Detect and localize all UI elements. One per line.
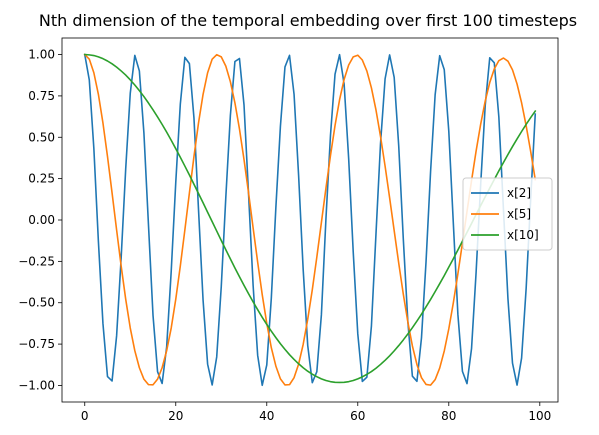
x-tick-label: 60: [350, 409, 365, 423]
legend-label-2: x[10]: [507, 228, 539, 242]
chart-title: Nth dimension of the temporal embedding …: [39, 11, 577, 30]
x-tick-label: 40: [259, 409, 274, 423]
x-tick-label: 0: [81, 409, 89, 423]
y-tick-label: −0.75: [18, 337, 55, 351]
legend-box: [462, 177, 553, 251]
legend-label-1: x[5]: [507, 207, 531, 221]
y-tick-label: 1.00: [28, 48, 55, 62]
y-tick-label: 0.50: [28, 130, 55, 144]
series-line-1: [83, 53, 537, 386]
axes: 0 20 40 60 80 100 1.00 0.75 0.50 0.25 0.00 −0.25 −0.…: [18, 37, 559, 423]
x-tick-label: 20: [168, 409, 183, 423]
y-tick-label: 0.25: [28, 172, 55, 186]
plot-area: [83, 53, 537, 387]
y-tick-label: −0.25: [18, 254, 55, 268]
y-tick-label: 0.75: [28, 89, 55, 103]
x-tick-label: 80: [441, 409, 456, 423]
y-tick-label: −0.50: [18, 296, 55, 310]
legend-label-0: x[2]: [507, 186, 531, 200]
series-line-2: [83, 53, 537, 384]
series-line-0: [83, 53, 537, 387]
x-tick-label: 100: [528, 409, 551, 423]
y-tick-label: 0.00: [28, 213, 55, 227]
legend: x[2] x[5] x[10]: [462, 177, 553, 251]
y-tick-label: −1.00: [18, 378, 55, 392]
